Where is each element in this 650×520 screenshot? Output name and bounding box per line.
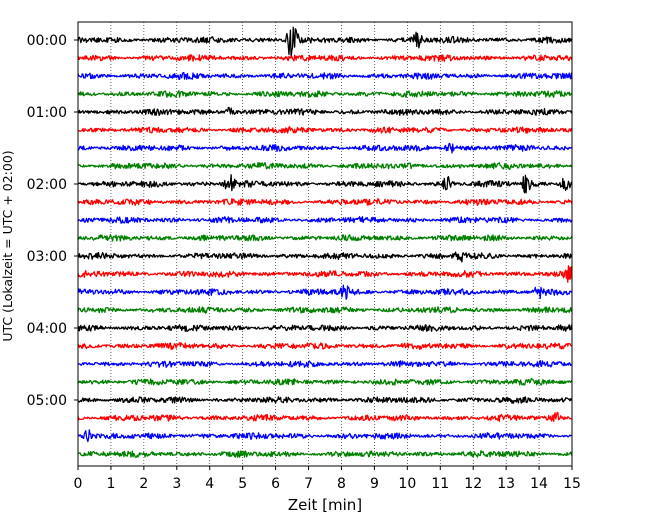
x-axis-ticks: 0 1 2 3 4 5 6 7 8 9 10 11 12 13 14 15 — [74, 466, 581, 492]
y-tick-label-04:00: 04:00 — [27, 321, 67, 337]
trace-0545 — [77, 450, 573, 459]
y-tick-label-02:00: 02:00 — [27, 177, 67, 193]
trace-0030 — [77, 71, 573, 80]
trace-0045 — [77, 90, 573, 98]
x-tick-label-5: 5 — [238, 476, 247, 492]
trace-0015 — [77, 54, 573, 62]
trace-0330 — [77, 284, 573, 300]
x-tick-label-14: 14 — [530, 476, 548, 492]
x-tick-label-0: 0 — [74, 476, 83, 492]
y-tick-label-03:00: 03:00 — [27, 249, 67, 265]
plot-frame — [77, 21, 573, 467]
x-tick-label-2: 2 — [139, 476, 148, 492]
trace-0215 — [77, 197, 573, 206]
x-axis-label: Zeit [min] — [288, 496, 362, 514]
trace-0415 — [77, 342, 573, 350]
y-axis-label: UTC (Lokalzeit = UTC + 02:00) — [0, 150, 15, 341]
trace-0245 — [77, 234, 573, 242]
x-tick-label-4: 4 — [205, 476, 214, 492]
x-tick-label-13: 13 — [497, 476, 515, 492]
x-tick-label-3: 3 — [172, 476, 181, 492]
trace-0430 — [77, 359, 573, 368]
trace-0130 — [77, 142, 573, 154]
trace-0300 — [77, 251, 573, 263]
trace-0315 — [77, 265, 573, 283]
trace-0400 — [77, 324, 573, 332]
trace-0530 — [77, 429, 573, 443]
trace-0115 — [77, 125, 573, 134]
y-tick-label-05:00: 05:00 — [27, 393, 67, 409]
x-tick-label-10: 10 — [398, 476, 416, 492]
trace-0100 — [77, 106, 573, 116]
trace-0230 — [77, 216, 573, 224]
trace-0445 — [77, 377, 573, 386]
trace-0000 — [77, 26, 573, 59]
trace-0345 — [77, 306, 573, 314]
x-tick-label-1: 1 — [106, 476, 115, 492]
y-tick-label-00:00: 00:00 — [27, 33, 67, 49]
x-tick-label-11: 11 — [431, 476, 449, 492]
x-tick-label-7: 7 — [304, 476, 313, 492]
y-tick-label-01:00: 01:00 — [27, 105, 67, 121]
x-tick-label-9: 9 — [370, 476, 379, 492]
trace-lines — [77, 26, 573, 459]
trace-0500 — [77, 396, 573, 404]
x-tick-label-6: 6 — [271, 476, 280, 492]
y-axis-ticks: 00:00 01:00 02:00 03:00 04:00 05:00 — [27, 33, 78, 409]
x-tick-label-15: 15 — [563, 476, 581, 492]
trace-0145 — [77, 161, 573, 170]
trace-0515 — [77, 411, 573, 423]
x-tick-label-12: 12 — [464, 476, 482, 492]
trace-0200 — [77, 174, 573, 194]
x-tick-label-8: 8 — [337, 476, 346, 492]
